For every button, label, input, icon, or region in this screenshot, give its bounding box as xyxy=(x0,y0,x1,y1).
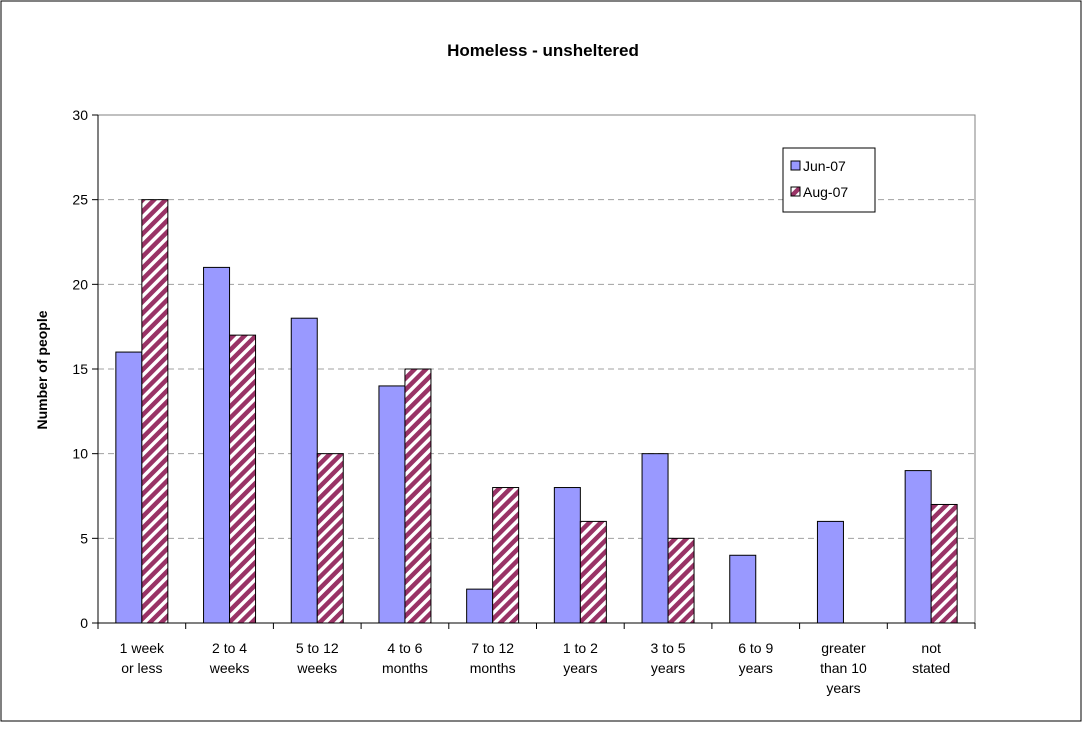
legend-label: Jun-07 xyxy=(803,158,846,174)
x-tick-label: months xyxy=(470,660,516,676)
legend-swatch xyxy=(790,160,801,171)
bar xyxy=(115,351,143,624)
bar xyxy=(141,199,169,624)
bar xyxy=(816,520,844,624)
x-tick-label: weeks xyxy=(209,660,250,676)
x-tick-label: 1 week xyxy=(120,640,165,656)
bar xyxy=(203,266,231,624)
bar xyxy=(667,537,695,624)
bar xyxy=(729,554,757,624)
bar xyxy=(904,470,932,624)
x-tick-label: years xyxy=(826,680,860,696)
bar xyxy=(316,453,344,624)
bar xyxy=(641,453,669,624)
x-tick-label: 3 to 5 xyxy=(651,640,686,656)
chart-title: Homeless - unsheltered xyxy=(447,41,639,60)
y-tick-label: 15 xyxy=(72,361,88,377)
bar xyxy=(930,503,958,624)
x-tick-label: months xyxy=(382,660,428,676)
x-tick-label: greater xyxy=(821,640,866,656)
x-tick-label: years xyxy=(739,660,773,676)
x-tick-label: than 10 xyxy=(820,660,867,676)
bar xyxy=(579,520,607,624)
y-tick-label: 0 xyxy=(80,615,88,631)
legend-label: Aug-07 xyxy=(803,184,848,200)
legend-box xyxy=(782,147,876,213)
y-tick-label: 30 xyxy=(72,107,88,123)
bar xyxy=(492,487,520,624)
bar xyxy=(290,317,318,624)
bar xyxy=(466,588,494,624)
y-tick-label: 20 xyxy=(72,276,88,292)
x-tick-label: years xyxy=(563,660,597,676)
y-tick-label: 5 xyxy=(80,530,88,546)
x-tick-label: 1 to 2 xyxy=(563,640,598,656)
x-tick-label: or less xyxy=(121,660,162,676)
x-tick-label: 2 to 4 xyxy=(212,640,247,656)
bar xyxy=(378,385,406,624)
legend-swatch xyxy=(790,186,801,197)
x-tick-label: not xyxy=(921,640,941,656)
x-tick-label: 5 to 12 xyxy=(296,640,339,656)
y-axis-label: Number of people xyxy=(34,310,50,429)
x-tick-label: 6 to 9 xyxy=(738,640,773,656)
y-tick-label: 25 xyxy=(72,192,88,208)
y-tick-label: 10 xyxy=(72,446,88,462)
bar xyxy=(229,334,257,624)
bar xyxy=(553,487,581,624)
x-tick-label: 4 to 6 xyxy=(387,640,422,656)
bar xyxy=(404,368,432,624)
x-tick-label: weeks xyxy=(296,660,337,676)
x-tick-label: stated xyxy=(912,660,950,676)
x-tick-label: 7 to 12 xyxy=(471,640,514,656)
x-tick-label: years xyxy=(651,660,685,676)
